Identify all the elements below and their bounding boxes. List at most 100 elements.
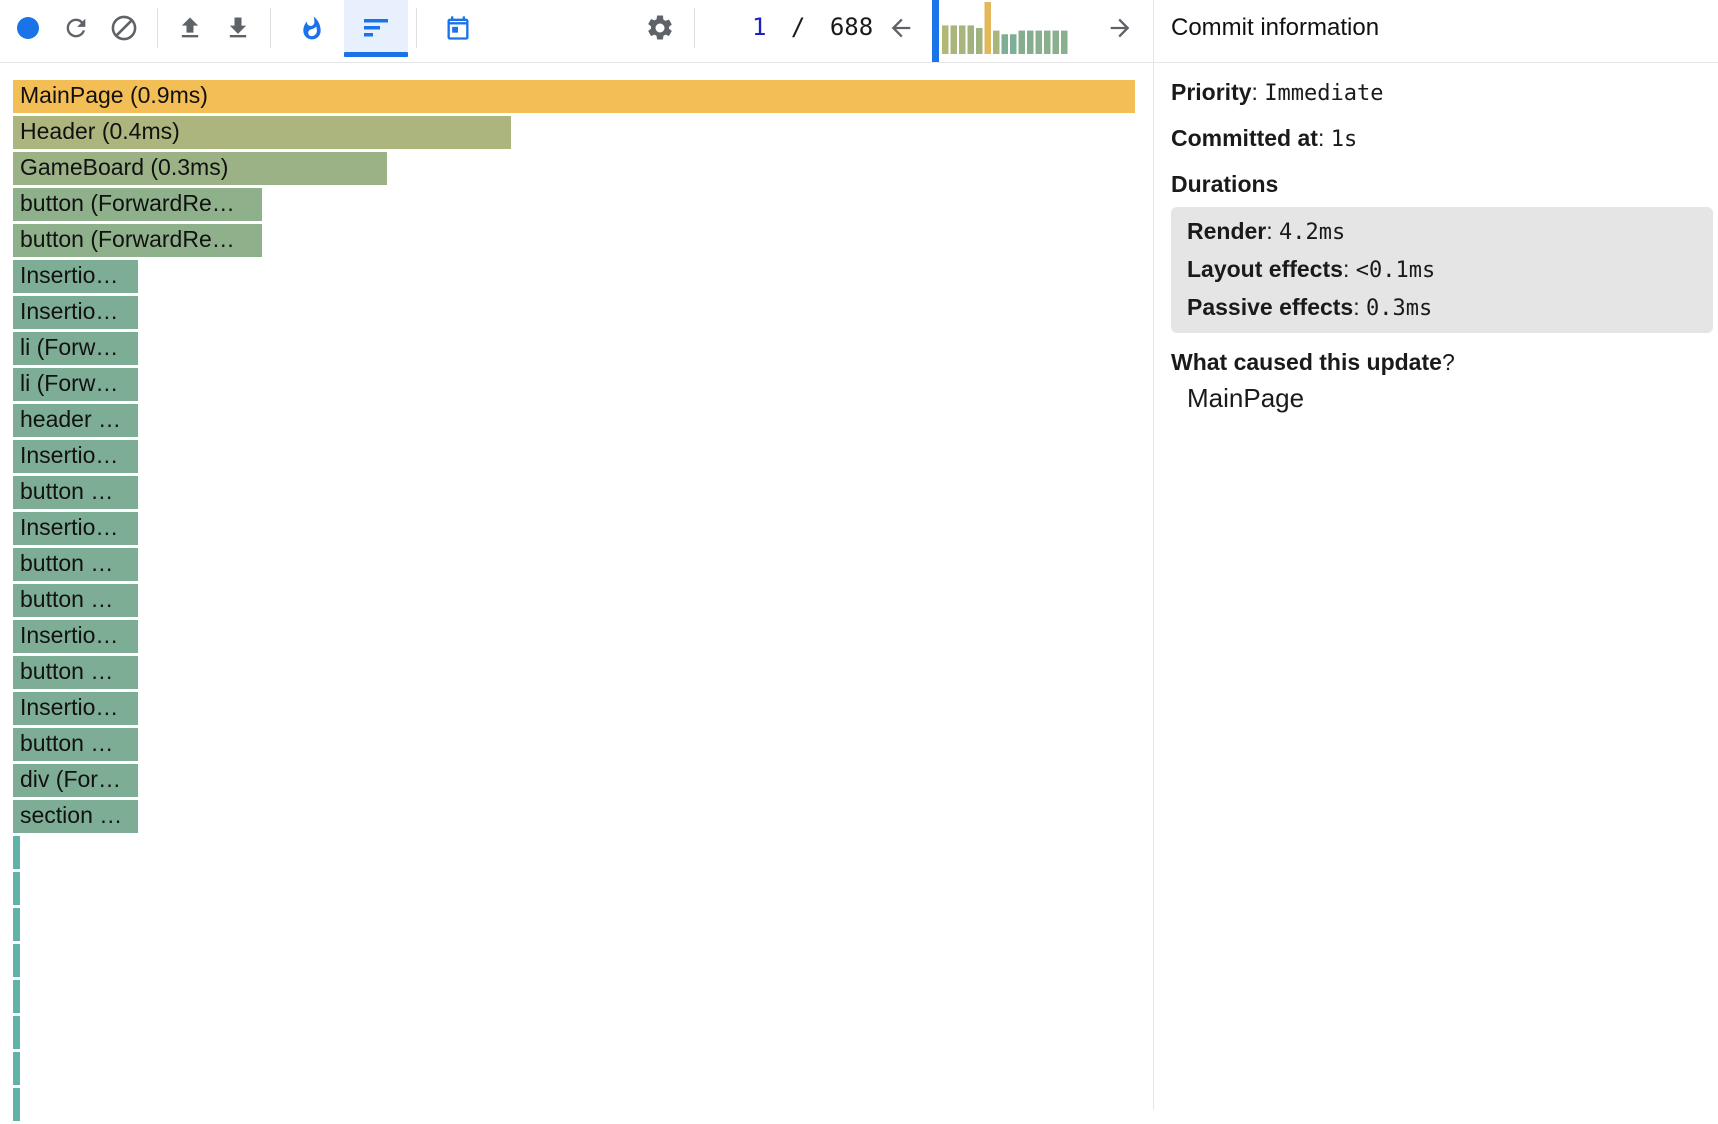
priority-label: Priority [1171, 79, 1252, 105]
active-tab-indicator [344, 52, 408, 57]
commit-counter: 1 / 688 [752, 10, 873, 44]
flame-bar[interactable]: Insertio… [13, 440, 138, 476]
commit-bar[interactable] [950, 25, 958, 54]
commit-bar[interactable] [1010, 34, 1017, 54]
toolbar-separator [694, 8, 695, 48]
flame-bar[interactable]: div (For… [13, 764, 138, 800]
toolbar-separator [157, 8, 158, 48]
tab-flamegraph[interactable] [296, 0, 328, 56]
commit-separator: / [790, 13, 806, 41]
timeline-icon [447, 16, 469, 40]
passive-value: 0.3ms [1366, 296, 1433, 321]
profiler-toolbar: 1 / 688 [0, 0, 1153, 63]
flame-bar[interactable]: Insertio… [13, 296, 138, 332]
record-button[interactable] [12, 0, 44, 56]
flame-bar[interactable]: button … [13, 476, 138, 512]
commit-bar[interactable] [1027, 30, 1034, 54]
commit-bar[interactable] [1061, 30, 1068, 54]
flame-bar[interactable]: Header (0.4ms) [13, 116, 511, 152]
flame-bar-thin[interactable] [13, 1088, 20, 1124]
commit-bar[interactable] [1035, 30, 1043, 54]
flame-bar[interactable]: button … [13, 656, 138, 692]
cause-title-text: What caused this update [1171, 349, 1442, 375]
cause-title: What caused this update? [1171, 347, 1718, 377]
cause-title-mark: ? [1441, 349, 1455, 375]
commit-bar[interactable] [1052, 30, 1060, 54]
arrow-right-icon [1110, 18, 1130, 38]
gear-icon [648, 15, 672, 40]
flame-bar-thin[interactable] [13, 944, 20, 980]
flame-bar[interactable]: button (ForwardRe… [13, 224, 262, 260]
flame-bar[interactable]: GameBoard (0.3ms) [13, 152, 387, 188]
load-profile-button[interactable] [174, 0, 206, 56]
render-label: Render [1187, 218, 1267, 244]
sidebar-title: Commit information [1154, 0, 1718, 63]
panel-divider[interactable] [1153, 0, 1154, 1110]
flame-bar-thin[interactable] [13, 980, 20, 1016]
clear-button[interactable] [108, 0, 140, 56]
download-icon [229, 17, 247, 38]
previous-commit-button[interactable] [885, 0, 917, 56]
flame-bar[interactable]: button … [13, 548, 138, 584]
tab-ranked[interactable] [344, 0, 408, 57]
flame-bar[interactable]: Insertio… [13, 260, 138, 296]
flame-bar[interactable]: li (Forw… [13, 332, 138, 368]
layout-effects-row: Layout effects: <0.1ms [1187, 256, 1436, 283]
render-row: Render: 4.2ms [1187, 218, 1346, 245]
arrow-left-icon [891, 18, 911, 38]
flame-bar[interactable]: button … [13, 728, 138, 764]
toolbar-separator [416, 8, 417, 48]
durations-title: Durations [1171, 171, 1279, 197]
flame-bar[interactable]: button (ForwardRe… [13, 188, 262, 224]
flame-bar[interactable]: section … [13, 800, 138, 836]
reload-icon [66, 18, 86, 38]
commit-current: 1 [752, 13, 767, 41]
next-commit-button[interactable] [1104, 0, 1136, 56]
tab-timeline[interactable] [442, 0, 474, 56]
ranked-icon [364, 19, 388, 37]
commit-bar[interactable] [967, 25, 975, 54]
record-icon [17, 17, 39, 39]
commit-bar[interactable] [1018, 30, 1026, 54]
flame-bar[interactable]: Insertio… [13, 692, 138, 728]
flame-bar[interactable]: MainPage (0.9ms) [13, 80, 1135, 116]
flame-bar[interactable]: Insertio… [13, 512, 138, 548]
clear-icon [111, 15, 137, 41]
toolbar-separator [270, 8, 271, 48]
priority-row: Priority: Immediate [1171, 79, 1384, 106]
passive-label: Passive effects [1187, 294, 1354, 320]
flame-bar[interactable]: Insertio… [13, 620, 138, 656]
commit-bar[interactable] [1001, 34, 1009, 54]
commit-bar[interactable] [984, 2, 992, 54]
commit-bar[interactable] [1044, 30, 1051, 54]
commit-bar[interactable] [959, 25, 966, 54]
flame-bar-thin[interactable] [13, 1052, 20, 1088]
commit-bar[interactable] [976, 28, 983, 54]
cause-item[interactable]: MainPage [1187, 383, 1305, 413]
durations-box: Render: 4.2ms Layout effects: <0.1ms Pas… [1171, 207, 1713, 333]
layout-value: <0.1ms [1355, 258, 1436, 283]
commit-bar[interactable] [942, 25, 949, 54]
commit-total: 688 [829, 13, 874, 41]
commit-info-sidebar: Commit information Priority: Immediate C… [1154, 0, 1718, 1110]
render-value: 4.2ms [1279, 220, 1346, 245]
passive-effects-row: Passive effects: 0.3ms [1187, 294, 1433, 321]
save-profile-button[interactable] [222, 0, 254, 56]
committed-value: 1s [1330, 127, 1358, 152]
commit-selector-chart[interactable] [932, 0, 1082, 62]
flame-bar-thin[interactable] [13, 836, 20, 872]
committed-label: Committed at [1171, 125, 1318, 151]
flamegraph-icon [303, 16, 321, 40]
reload-and-profile-button[interactable] [60, 0, 92, 56]
flame-bar[interactable]: button … [13, 584, 138, 620]
flame-bar[interactable]: header … [13, 404, 138, 440]
flame-bar-thin[interactable] [13, 872, 20, 908]
commit-selected-marker[interactable] [932, 0, 939, 62]
priority-value: Immediate [1264, 81, 1384, 106]
commit-bar[interactable] [993, 30, 1000, 54]
flame-bar-thin[interactable] [13, 1016, 20, 1052]
flame-bar[interactable]: li (Forw… [13, 368, 138, 404]
flame-bar-thin[interactable] [13, 908, 20, 944]
committed-at-row: Committed at: 1s [1171, 125, 1358, 152]
settings-button[interactable] [644, 0, 676, 56]
